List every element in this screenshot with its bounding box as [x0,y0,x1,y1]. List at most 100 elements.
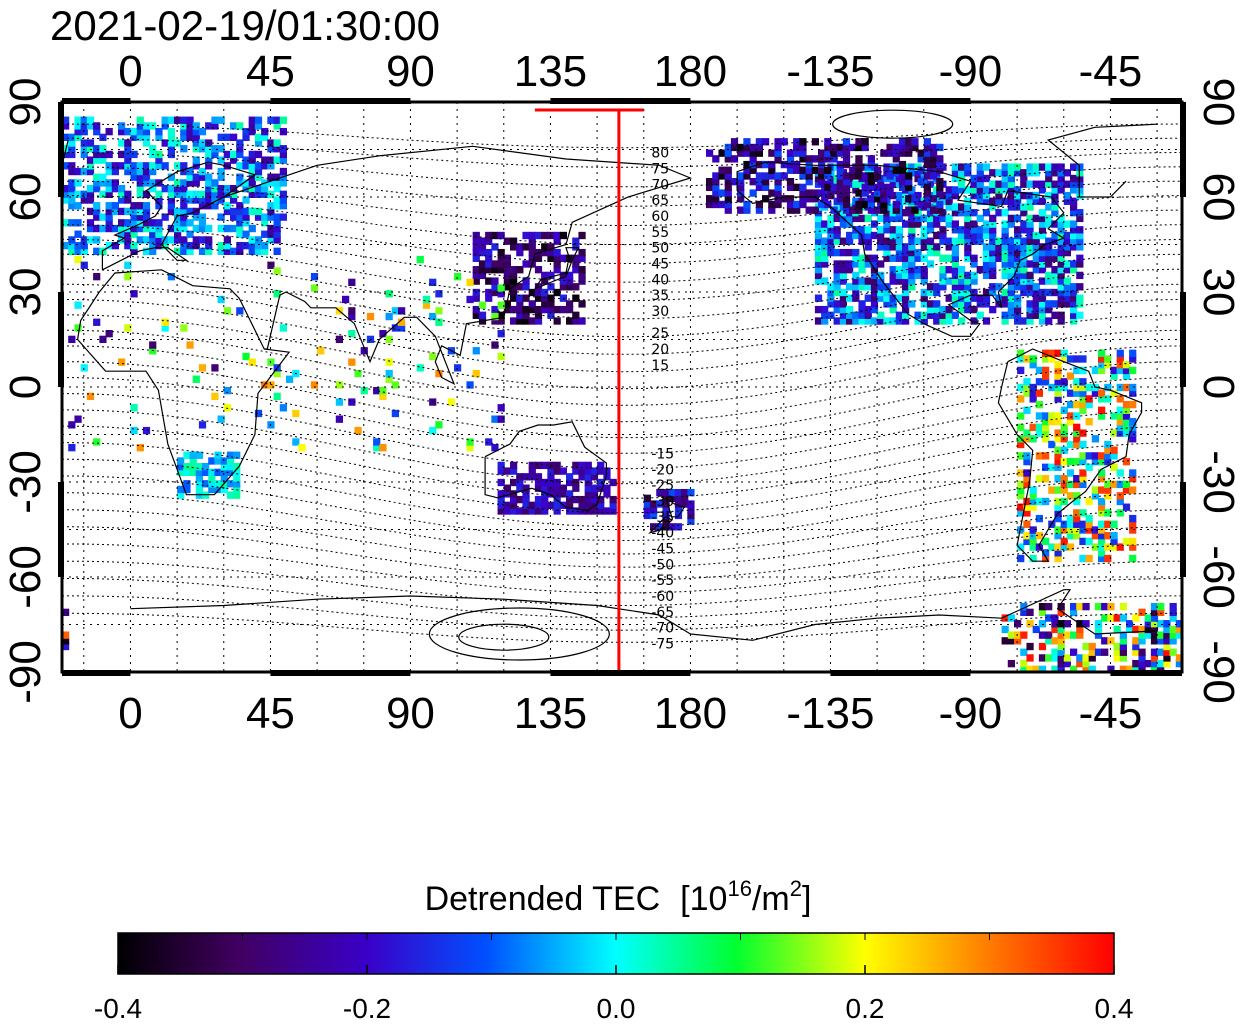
tec-cell-southern-africa [233,491,241,499]
tec-cell-south-america [1091,452,1099,460]
tec-cell-north-america [846,311,854,319]
tec-cell-north-america [1014,311,1022,319]
tec-cell-north-america [833,283,841,291]
tec-cell-scattered-africa-asia [491,341,499,349]
tec-cell-south-america [1048,486,1056,494]
tec-cell-europe [198,139,207,147]
tec-cell-north-america [1001,260,1009,268]
tec-cell-south-america [1048,463,1056,471]
tec-cell-europe [261,162,269,170]
tec-cell-north-america [1057,174,1065,183]
tec-cell-south-america [1098,361,1106,369]
tec-cell-south-america [1079,400,1087,409]
tec-cell-alaska-arctic [718,189,726,197]
tec-cell-north-america [951,260,959,268]
tec-cell-south-america [1054,526,1062,534]
tec-cell-north-america [1070,197,1078,205]
tec-cell-alaska-arctic [830,155,838,163]
tec-cell-alaska-arctic [768,189,776,197]
tec-cell-europe [254,167,263,176]
tec-cell-north-america [976,226,984,234]
tec-cell-scattered-africa-asia [348,307,356,315]
tec-cell-east-asia [510,271,518,280]
tec-cell-north-america [1020,288,1028,297]
mlat-contour [61,475,1183,542]
tec-cell-north-america [1038,231,1047,240]
tec-cell-north-america [939,283,947,291]
tec-cell-alaska-arctic [786,178,795,186]
tec-cell-alaska-arctic [905,172,913,180]
tec-cell-southern-africa [195,463,203,471]
tec-cell-south-america [1116,429,1124,437]
tec-cell-north-america [870,317,879,325]
tec-cell-south-america [1110,532,1118,540]
tec-cell-alaska-arctic [793,138,801,146]
tec-cell-alaska-arctic [898,183,907,192]
tec-cell-alaska-arctic [737,195,745,203]
tec-cell-east-asia [503,305,511,314]
tec-cell-north-america [964,237,972,245]
tec-cell-europe [211,116,219,124]
tec-cell-europe [236,219,244,227]
tec-cell-antarctica [1088,665,1096,673]
tec-cell-north-america [895,226,903,234]
tec-cell-north-america [1076,283,1084,291]
tec-cell-south-america [1066,389,1075,397]
tec-cell-north-america [1026,169,1034,177]
tec-cell-east-asia [485,277,493,285]
tec-cell-north-america [1057,311,1065,319]
tec-cell-north-america [1032,283,1040,291]
tec-cell-scattered-africa-asia [466,278,474,287]
tec-cell-north-america [964,231,972,240]
tec-cell-alaska-arctic [737,206,745,214]
tec-cell-antarctica [1082,659,1090,668]
tec-cell-south-america [1073,383,1081,392]
tec-cell-europe [118,139,126,147]
tec-cell-east-asia [478,243,487,251]
tec-cell-north-america [970,260,978,268]
tec-cell-new-zealand [681,494,689,502]
tec-cell-north-america [989,271,997,280]
tec-cell-north-america [1045,288,1053,297]
tec-cell-north-america [1026,180,1034,188]
tec-cell-antarctica [1057,637,1065,645]
tec-cell-antarctica [1175,631,1183,639]
tec-cell-alaska-arctic [805,189,813,197]
tec-cell-south-america [1129,435,1137,443]
tec-cell-south-america [1098,457,1106,466]
tec-cell-north-america [821,260,829,268]
tec-cell-north-america [821,311,829,319]
tec-cell-north-america [908,277,916,285]
tec-cell-antarctica [1138,608,1146,616]
tec-cell-north-america [1038,260,1047,268]
tec-cell-europe [93,156,101,164]
tec-cell-new-zealand [662,506,670,514]
tec-cell-europe [267,230,275,238]
tec-cell-north-america [995,294,1003,302]
tec-cell-east-asia [485,231,493,240]
tec-cell-antarctica [1063,654,1071,662]
tec-cell-north-america [1014,237,1022,245]
tec-cell-south-america [1104,520,1112,528]
tec-cell-north-america [989,186,997,194]
tec-cell-antarctica [1150,608,1159,616]
tec-cell-south-america [1098,543,1106,551]
tec-cell-south-america [1017,492,1025,500]
tec-cell-north-america [1070,186,1078,194]
coastline [665,497,686,518]
tec-cell-north-america [964,248,972,257]
tec-cell-north-america [858,266,866,274]
tec-cell-antarctica [1057,620,1065,628]
frame-band-bottom [830,670,971,676]
tec-cell-europe [217,190,225,198]
tec-cell-east-asia [485,266,493,274]
tec-cell-alaska-arctic [936,143,944,152]
tec-cell-north-america [964,243,972,251]
tec-cell-scattered-africa-asia [385,375,393,383]
latitude-tick-right: 60 [1194,173,1240,222]
tec-cell-north-america [920,277,928,285]
tec-cell-north-america [1001,300,1009,308]
tec-cell-antarctica [1113,614,1121,622]
tec-cell-europe [136,116,144,124]
tec-cell-southern-africa [208,485,216,494]
